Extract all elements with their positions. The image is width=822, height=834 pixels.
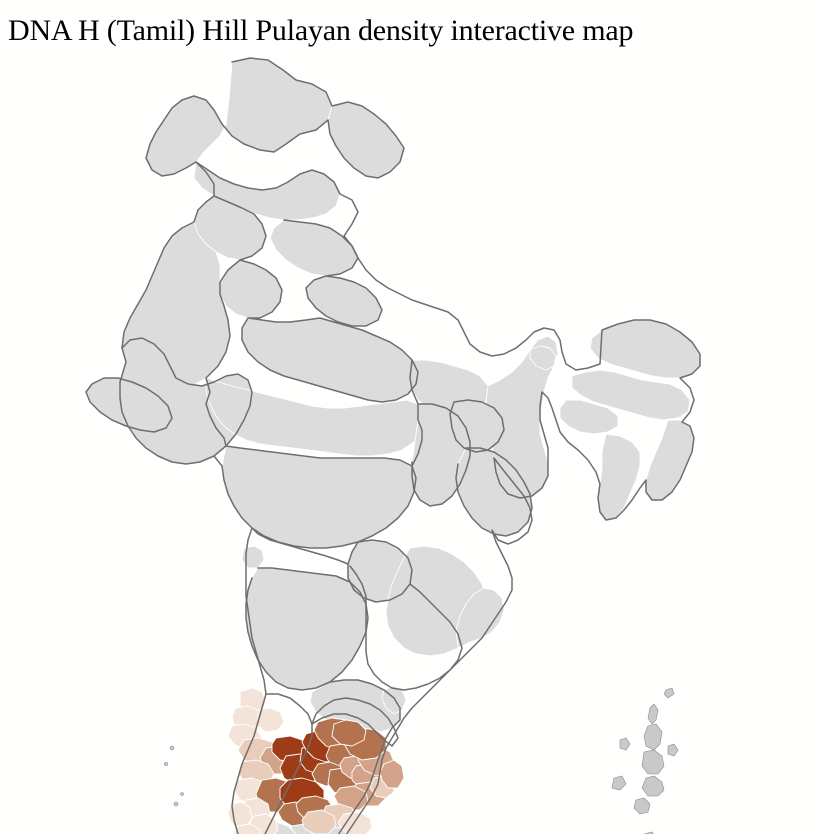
district-kallakurichi[interactable] bbox=[331, 719, 367, 747]
base-districts-layer bbox=[85, 57, 706, 834]
andaman-nicobar-islands[interactable] bbox=[611, 687, 706, 834]
district-kollam[interactable] bbox=[233, 823, 262, 834]
state-boundaries-layer bbox=[85, 57, 701, 834]
tamilnadu-highlight-layer bbox=[271, 717, 405, 834]
district-goa[interactable] bbox=[241, 545, 265, 569]
page-title: DNA H (Tamil) Hill Pulayan density inter… bbox=[8, 14, 634, 47]
lakshadweep-islands[interactable] bbox=[164, 745, 184, 807]
district-wayanad[interactable] bbox=[257, 707, 285, 733]
district-jk-north[interactable] bbox=[327, 101, 405, 179]
district-jk-ladakh[interactable] bbox=[145, 57, 333, 177]
district-ap-coast[interactable] bbox=[455, 587, 505, 649]
district-himachal[interactable] bbox=[269, 219, 359, 277]
district-nagapattinam[interactable] bbox=[379, 759, 405, 789]
district-nagaland-manipur[interactable] bbox=[645, 419, 695, 501]
district-meghalaya[interactable] bbox=[559, 399, 619, 435]
district-karnataka[interactable] bbox=[245, 567, 369, 691]
india-choropleth-map[interactable] bbox=[0, 48, 822, 834]
map-svg[interactable] bbox=[0, 48, 822, 834]
district-sikkim[interactable] bbox=[529, 345, 557, 371]
district-madhya-pradesh[interactable] bbox=[205, 377, 425, 457]
district-mizoram-tripura[interactable] bbox=[597, 433, 641, 521]
district-virudhunagar[interactable] bbox=[301, 809, 337, 834]
district-ramanathapuram[interactable] bbox=[337, 811, 373, 834]
district-assam[interactable] bbox=[571, 369, 691, 421]
